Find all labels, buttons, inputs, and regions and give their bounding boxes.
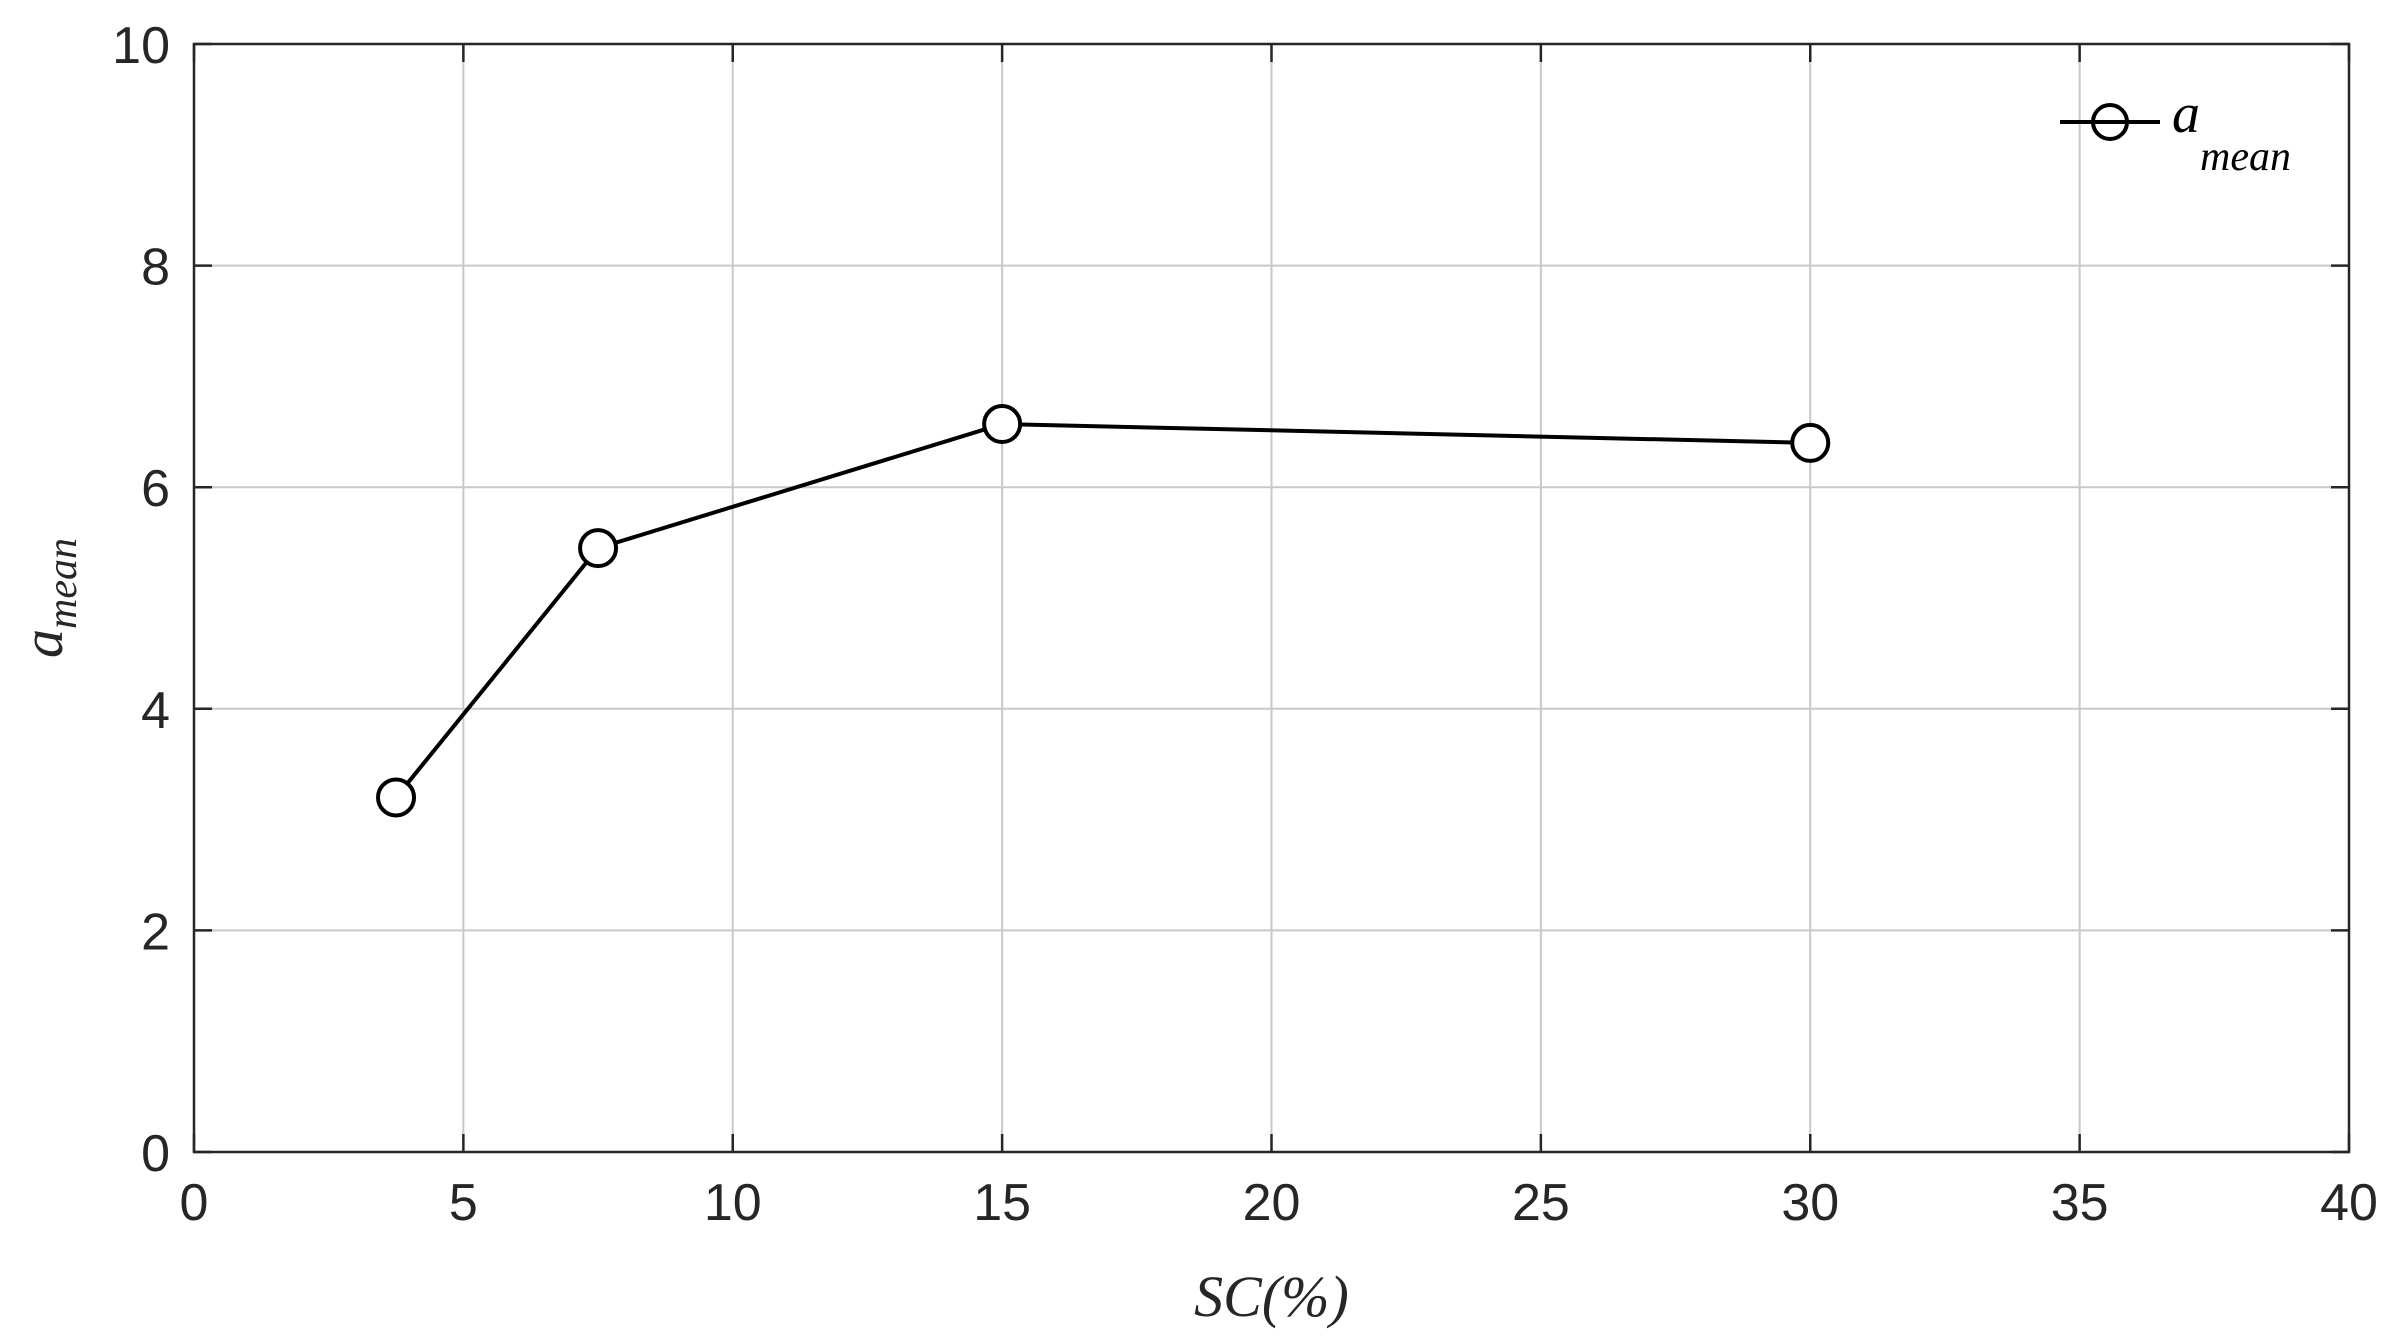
y-tick-label: 8 (141, 239, 170, 297)
x-tick-label: 40 (2320, 1174, 2378, 1232)
y-axis-tick-labels: 0 2 4 6 8 10 (112, 17, 170, 1183)
y-tick-label: 4 (141, 682, 170, 740)
x-tick-label: 0 (180, 1174, 209, 1232)
series-line (394, 422, 1811, 799)
grid (193, 43, 2350, 1153)
x-tick-label: 5 (449, 1174, 478, 1232)
x-tick-label: 10 (704, 1174, 762, 1232)
x-tick-label: 15 (973, 1174, 1031, 1232)
legend-label-main: a (2172, 83, 2200, 145)
legend-circle-marker (2091, 103, 2129, 141)
x-axis-label: SC(%) (1194, 1264, 1349, 1329)
y-axis-label: amean (10, 538, 86, 658)
x-axis-tick-labels: 0 5 10 15 20 25 30 35 40 (180, 1174, 2378, 1232)
data-point-marker (376, 777, 417, 818)
legend-label-subscript: mean (2200, 134, 2291, 180)
y-axis-label-subscript: mean (40, 538, 86, 629)
x-tick-label: 25 (1512, 1174, 1570, 1232)
legend-label: amean (2172, 83, 2291, 180)
legend: amean (2060, 83, 2291, 180)
data-point-marker (1790, 422, 1831, 463)
x-tick-label: 35 (2051, 1174, 2109, 1232)
x-tick-label: 30 (1781, 1174, 1839, 1232)
x-tick-label: 20 (1243, 1174, 1301, 1232)
y-tick-label: 0 (141, 1125, 170, 1183)
y-axis-label-main: a (10, 629, 75, 658)
data-point-marker (578, 528, 619, 569)
y-tick-label: 6 (141, 460, 170, 518)
y-tick-label: 10 (112, 17, 170, 75)
axis-ticks (192, 42, 2351, 1154)
series-a-mean (376, 404, 1831, 818)
y-tick-label: 2 (141, 903, 170, 961)
data-point-marker (982, 404, 1023, 445)
